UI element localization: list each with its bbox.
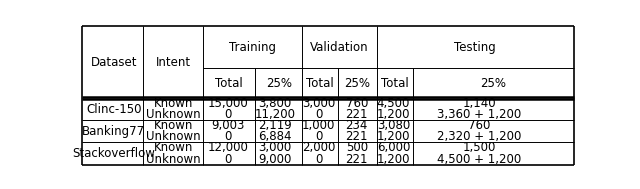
Text: 9,000: 9,000: [259, 153, 292, 166]
Text: Known: Known: [154, 97, 193, 110]
Text: Clinc-150: Clinc-150: [86, 103, 141, 116]
Text: Total: Total: [307, 77, 334, 90]
Text: 25%: 25%: [344, 77, 371, 90]
Text: Total: Total: [215, 77, 243, 90]
Text: 0: 0: [315, 153, 323, 166]
Text: Testing: Testing: [454, 41, 496, 53]
Text: 1,000: 1,000: [302, 119, 335, 132]
Text: Intent: Intent: [156, 56, 191, 69]
Text: 11,200: 11,200: [255, 108, 296, 121]
Text: Known: Known: [154, 119, 193, 132]
Text: 221: 221: [346, 130, 368, 143]
Text: 0: 0: [224, 130, 232, 143]
Text: 2,119: 2,119: [258, 119, 292, 132]
Text: Dataset: Dataset: [90, 56, 137, 69]
Text: 2,000: 2,000: [302, 142, 335, 154]
Text: 3,000: 3,000: [259, 142, 292, 154]
Text: 1,200: 1,200: [377, 130, 410, 143]
Text: 760: 760: [346, 97, 368, 110]
Text: 1,500: 1,500: [463, 142, 496, 154]
Text: 0: 0: [315, 130, 323, 143]
Text: 15,000: 15,000: [207, 97, 248, 110]
Text: Unknown: Unknown: [146, 130, 200, 143]
Text: Training: Training: [229, 41, 276, 53]
Text: 3,800: 3,800: [259, 97, 292, 110]
Text: Unknown: Unknown: [146, 153, 200, 166]
Text: 500: 500: [346, 142, 368, 154]
Text: 4,500 + 1,200: 4,500 + 1,200: [437, 153, 522, 166]
Text: 1,140: 1,140: [463, 97, 496, 110]
Text: 221: 221: [346, 153, 368, 166]
Text: 3,080: 3,080: [377, 119, 410, 132]
Text: 25%: 25%: [266, 77, 292, 90]
Text: 3,360 + 1,200: 3,360 + 1,200: [437, 108, 522, 121]
Text: 0: 0: [315, 108, 323, 121]
Text: Stackoverflow: Stackoverflow: [72, 147, 155, 160]
Text: 0: 0: [224, 153, 232, 166]
Text: 1,200: 1,200: [377, 108, 410, 121]
Text: 760: 760: [468, 119, 490, 132]
Text: 221: 221: [346, 108, 368, 121]
Text: 2,320 + 1,200: 2,320 + 1,200: [437, 130, 522, 143]
Text: 3,000: 3,000: [302, 97, 335, 110]
Text: 4,500: 4,500: [377, 97, 410, 110]
Text: Total: Total: [381, 77, 409, 90]
Text: 234: 234: [346, 119, 368, 132]
Text: Banking77: Banking77: [82, 125, 145, 138]
Text: 0: 0: [224, 108, 232, 121]
Text: 12,000: 12,000: [207, 142, 248, 154]
Text: 25%: 25%: [481, 77, 506, 90]
Text: Unknown: Unknown: [146, 108, 200, 121]
Text: Validation: Validation: [310, 41, 369, 53]
Text: 6,884: 6,884: [258, 130, 292, 143]
Text: Known: Known: [154, 142, 193, 154]
Text: 9,003: 9,003: [211, 119, 244, 132]
Text: 1,200: 1,200: [377, 153, 410, 166]
Text: 6,000: 6,000: [377, 142, 410, 154]
